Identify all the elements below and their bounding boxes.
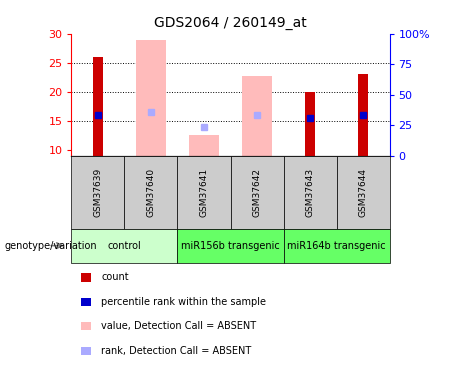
Text: value, Detection Call = ABSENT: value, Detection Call = ABSENT <box>101 321 256 331</box>
Text: control: control <box>107 241 142 250</box>
Text: rank, Detection Call = ABSENT: rank, Detection Call = ABSENT <box>101 346 252 355</box>
Bar <box>93 57 103 156</box>
Text: miR164b transgenic: miR164b transgenic <box>287 241 386 250</box>
Text: count: count <box>101 273 129 282</box>
Text: GSM37644: GSM37644 <box>359 168 367 217</box>
Title: GDS2064 / 260149_at: GDS2064 / 260149_at <box>154 16 307 30</box>
Bar <box>189 135 219 156</box>
Text: GSM37642: GSM37642 <box>253 168 261 217</box>
Text: percentile rank within the sample: percentile rank within the sample <box>101 297 266 307</box>
Bar <box>358 74 368 156</box>
Text: GSM37641: GSM37641 <box>200 168 208 217</box>
Text: GSM37639: GSM37639 <box>94 168 102 217</box>
Text: genotype/variation: genotype/variation <box>5 241 97 250</box>
Text: miR156b transgenic: miR156b transgenic <box>181 241 280 250</box>
Bar <box>242 76 272 156</box>
Bar <box>136 39 165 156</box>
Text: GSM37643: GSM37643 <box>306 168 314 217</box>
Text: GSM37640: GSM37640 <box>147 168 155 217</box>
Bar <box>305 92 315 156</box>
